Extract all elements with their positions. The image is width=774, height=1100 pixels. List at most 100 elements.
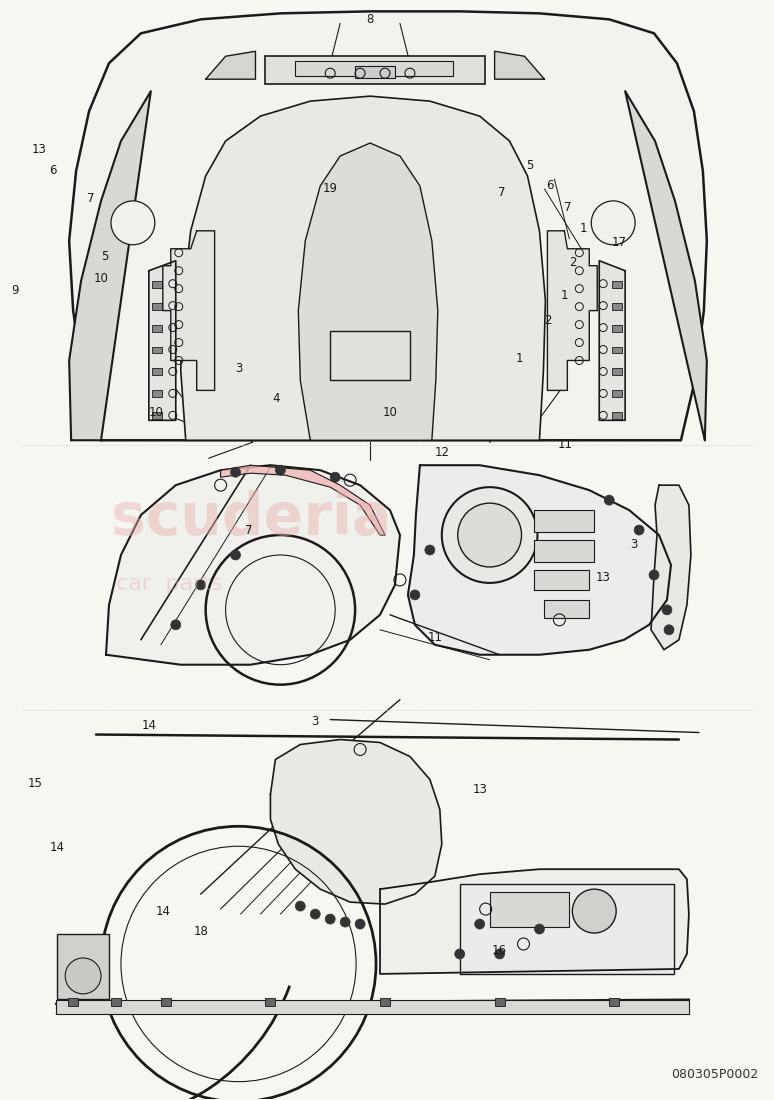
Text: 14: 14 xyxy=(156,904,170,917)
Bar xyxy=(544,600,589,618)
Bar xyxy=(152,412,162,419)
Text: 14: 14 xyxy=(50,840,65,854)
Text: 1: 1 xyxy=(560,289,568,302)
Text: 3: 3 xyxy=(312,715,319,728)
Text: 7: 7 xyxy=(563,201,571,214)
Bar xyxy=(152,390,162,397)
Circle shape xyxy=(442,487,537,583)
Text: 1: 1 xyxy=(580,222,587,235)
Text: 11: 11 xyxy=(558,438,573,451)
Text: 10: 10 xyxy=(382,406,397,419)
Text: 13: 13 xyxy=(596,571,611,584)
Polygon shape xyxy=(270,739,442,904)
Polygon shape xyxy=(599,261,625,420)
Text: 2: 2 xyxy=(570,256,577,270)
Circle shape xyxy=(495,949,505,959)
Circle shape xyxy=(425,544,435,556)
Text: 17: 17 xyxy=(611,236,627,250)
Circle shape xyxy=(355,920,365,929)
Bar xyxy=(535,540,594,562)
Text: 5: 5 xyxy=(101,250,108,263)
Bar xyxy=(161,998,171,1005)
Text: 11: 11 xyxy=(427,631,442,645)
Circle shape xyxy=(296,901,305,911)
Circle shape xyxy=(457,503,522,566)
Circle shape xyxy=(231,550,241,560)
Text: 9: 9 xyxy=(12,284,19,297)
Circle shape xyxy=(340,917,350,927)
Polygon shape xyxy=(651,485,691,650)
Bar xyxy=(111,998,121,1005)
Text: 14: 14 xyxy=(142,719,156,733)
Bar xyxy=(152,324,162,331)
Circle shape xyxy=(474,920,485,929)
Text: 16: 16 xyxy=(492,945,507,957)
Circle shape xyxy=(276,465,286,475)
Bar xyxy=(609,998,619,1005)
Bar xyxy=(265,56,485,85)
Text: 7: 7 xyxy=(498,186,505,199)
Circle shape xyxy=(664,625,674,635)
Circle shape xyxy=(591,201,635,245)
Bar xyxy=(612,368,622,375)
Polygon shape xyxy=(625,91,707,440)
Bar xyxy=(57,934,109,999)
Bar xyxy=(330,331,410,381)
Text: 8: 8 xyxy=(366,13,374,25)
Bar xyxy=(152,280,162,288)
Circle shape xyxy=(649,570,659,580)
Bar xyxy=(380,998,390,1005)
Bar xyxy=(460,884,674,974)
Bar xyxy=(296,62,453,76)
Text: 12: 12 xyxy=(434,446,449,459)
Circle shape xyxy=(330,472,340,482)
Bar xyxy=(68,998,78,1005)
Circle shape xyxy=(455,949,464,959)
Bar xyxy=(612,346,622,353)
Polygon shape xyxy=(408,465,671,654)
Text: 19: 19 xyxy=(323,183,337,196)
Text: 5: 5 xyxy=(526,160,533,173)
Text: 4: 4 xyxy=(272,392,280,405)
Bar xyxy=(535,510,594,532)
Polygon shape xyxy=(495,52,544,79)
Bar xyxy=(612,412,622,419)
Text: 3: 3 xyxy=(235,362,242,375)
Text: car  parts: car parts xyxy=(116,574,223,594)
Bar xyxy=(355,66,395,78)
Polygon shape xyxy=(206,52,255,79)
Bar xyxy=(495,998,505,1005)
Text: 3: 3 xyxy=(630,538,638,550)
Polygon shape xyxy=(547,231,598,390)
Circle shape xyxy=(196,580,206,590)
Bar xyxy=(265,998,276,1005)
Polygon shape xyxy=(69,11,707,440)
Text: 18: 18 xyxy=(194,924,208,937)
Polygon shape xyxy=(181,96,546,440)
Circle shape xyxy=(662,605,672,615)
Bar xyxy=(612,390,622,397)
Text: 7: 7 xyxy=(87,192,95,206)
Bar xyxy=(612,280,622,288)
Circle shape xyxy=(65,958,101,994)
Text: 7: 7 xyxy=(245,524,252,537)
Bar xyxy=(152,346,162,353)
Bar xyxy=(612,324,622,331)
Circle shape xyxy=(310,909,320,920)
Circle shape xyxy=(410,590,420,600)
Polygon shape xyxy=(106,465,679,674)
Text: 10: 10 xyxy=(149,406,163,419)
Bar xyxy=(612,302,622,309)
Polygon shape xyxy=(106,465,400,664)
Polygon shape xyxy=(163,231,214,390)
Circle shape xyxy=(604,495,615,505)
Polygon shape xyxy=(380,869,689,974)
Text: 080305P0002: 080305P0002 xyxy=(671,1068,759,1080)
Polygon shape xyxy=(149,261,176,420)
Circle shape xyxy=(325,914,335,924)
Polygon shape xyxy=(221,465,385,535)
Text: 13: 13 xyxy=(472,783,487,796)
Bar xyxy=(57,1000,689,1014)
Bar xyxy=(152,368,162,375)
Circle shape xyxy=(171,619,181,630)
